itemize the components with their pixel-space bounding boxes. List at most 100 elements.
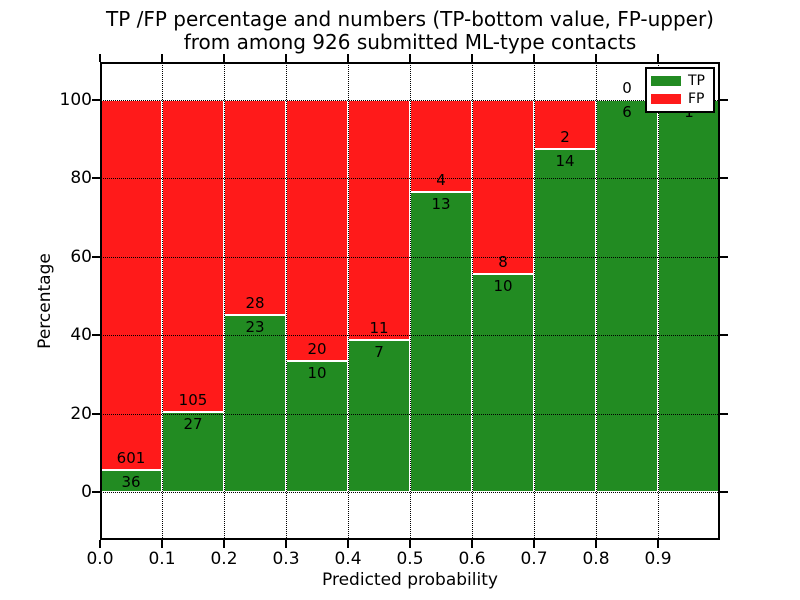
x-tick-bottom	[99, 540, 101, 548]
y-tick-left	[92, 491, 100, 493]
x-tick-label: 0.1	[148, 549, 176, 569]
x-tick-label: 0.6	[458, 549, 486, 569]
y-tick-label: 20	[70, 403, 92, 424]
fp-bar-segment	[472, 100, 534, 275]
tp-count-label: 6	[622, 103, 632, 121]
fp-count-label: 601	[116, 448, 146, 467]
y-tick-left	[92, 99, 100, 101]
x-tick-top	[223, 54, 225, 62]
fp-bar-segment	[286, 100, 348, 362]
x-tick-label: 0.4	[334, 549, 362, 569]
y-tick-left	[92, 412, 100, 415]
x-tick-top	[409, 54, 411, 62]
x-gridline	[410, 62, 411, 540]
fp-bar-segment	[224, 100, 286, 316]
x-tick-label: 0.9	[644, 549, 672, 569]
fp-bar-segment	[100, 100, 162, 470]
tp-legend-swatch	[651, 76, 681, 86]
y-tick-right	[720, 255, 728, 258]
x-tick-bottom	[347, 540, 349, 548]
fp-count-label: 2	[560, 128, 570, 146]
y-tick-left	[92, 334, 100, 337]
x-gridline	[348, 62, 349, 540]
chart-title: TP /FP percentage and numbers (TP-bottom…	[100, 8, 720, 54]
legend-entry: FP	[651, 92, 709, 106]
x-tick-bottom	[285, 540, 287, 548]
legend-entry-label: TP	[688, 73, 705, 89]
x-gridline	[534, 62, 535, 540]
plot-area	[100, 62, 720, 540]
legend: TP FP	[645, 67, 715, 113]
x-tick-bottom	[223, 540, 225, 548]
legend-entry: TP	[651, 74, 709, 88]
tp-bar-segment	[534, 149, 596, 492]
x-tick-top	[471, 54, 473, 62]
fp-count-label: 28	[245, 294, 265, 313]
fp-bar-segment	[348, 100, 410, 340]
fp-bar-segment	[162, 100, 224, 412]
x-tick-bottom	[657, 540, 659, 548]
x-axis-label: Predicted probability	[322, 570, 498, 590]
tp-bar-segment	[348, 339, 410, 492]
y-tick-label: 0	[81, 482, 92, 502]
fp-legend-swatch	[651, 94, 681, 104]
tp-bar-segment	[410, 192, 472, 492]
x-tick-top	[285, 54, 287, 62]
x-tick-bottom	[161, 540, 163, 548]
x-gridline	[286, 62, 287, 540]
fp-count-label: 105	[178, 390, 208, 409]
tp-bar-segment	[162, 411, 224, 492]
tp-bar-segment	[224, 315, 286, 492]
x-tick-top	[595, 54, 597, 62]
x-gridline	[658, 62, 659, 540]
y-tick-right	[720, 177, 728, 180]
x-gridline	[162, 62, 163, 540]
tp-count-label: 7	[374, 342, 384, 361]
x-tick-top	[161, 54, 163, 62]
fp-count-label: 8	[498, 253, 508, 272]
x-tick-label: 0.2	[210, 549, 238, 569]
tp-bar-segment	[472, 274, 534, 492]
fp-count-label: 11	[369, 318, 389, 337]
y-tick-right	[720, 412, 728, 415]
y-tick-right	[720, 99, 728, 101]
x-gridline	[472, 62, 473, 540]
tp-bar-segment	[658, 100, 720, 492]
chart-title-line2: from among 926 submitted ML-type contact…	[183, 30, 637, 54]
x-tick-label: 0.5	[396, 549, 424, 569]
x-tick-top	[657, 54, 659, 62]
x-tick-top	[347, 54, 349, 62]
x-gridline	[596, 62, 597, 540]
tp-count-label: 10	[307, 364, 327, 383]
x-tick-label: 0.3	[272, 549, 300, 569]
y-tick-label: 40	[70, 325, 92, 346]
y-tick-label: 100	[59, 90, 92, 110]
y-tick-right	[720, 491, 728, 493]
chart-title-line1: TP /FP percentage and numbers (TP-bottom…	[106, 7, 714, 31]
y-tick-left	[92, 255, 100, 258]
tp-count-label: 36	[121, 472, 141, 491]
x-tick-bottom	[533, 540, 535, 548]
x-tick-top	[99, 54, 101, 62]
y-tick-left	[92, 177, 100, 180]
tp-count-label: 27	[183, 414, 203, 433]
x-tick-label: 0.0	[86, 549, 114, 569]
y-tick-label: 60	[70, 246, 92, 267]
fp-count-label: 0	[622, 79, 632, 97]
fp-count-label: 20	[307, 340, 327, 359]
y-tick-right	[720, 334, 728, 337]
x-tick-top	[533, 54, 535, 62]
legend-entry-label: FP	[688, 91, 705, 107]
tp-bar-segment	[596, 100, 658, 492]
x-tick-label: 0.7	[520, 549, 548, 569]
y-tick-label: 80	[70, 168, 92, 189]
tp-count-label: 10	[493, 277, 513, 296]
x-tick-bottom	[595, 540, 597, 548]
x-tick-bottom	[409, 540, 411, 548]
tp-count-label: 14	[555, 152, 575, 170]
tp-count-label: 13	[431, 195, 451, 214]
x-gridline	[224, 62, 225, 540]
fp-count-label: 4	[436, 171, 446, 190]
x-tick-label: 0.8	[582, 549, 610, 569]
